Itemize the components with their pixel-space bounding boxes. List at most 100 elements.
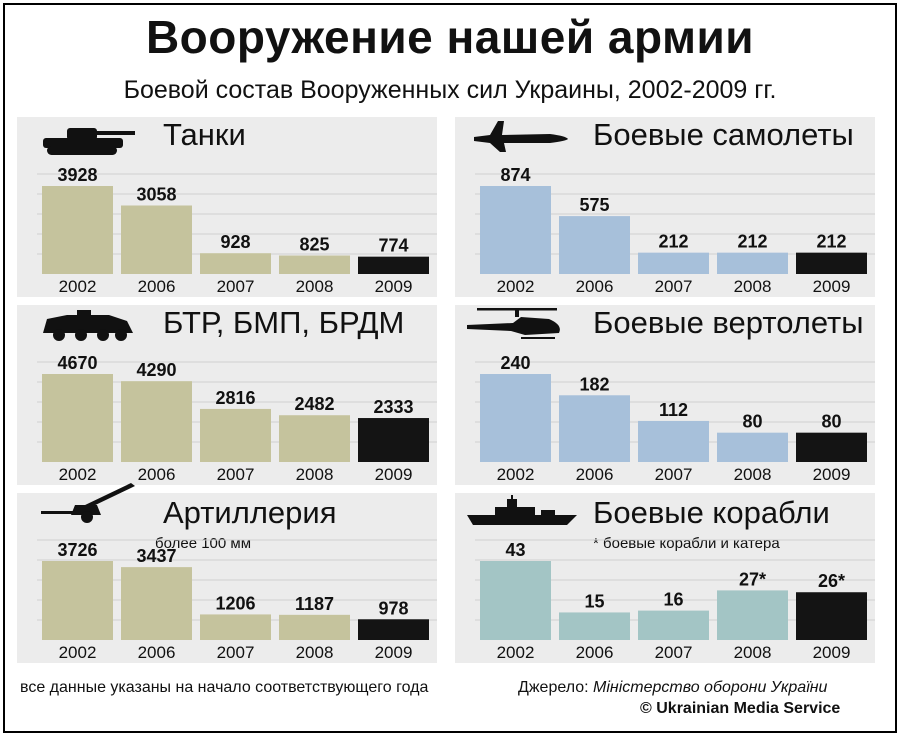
bar-2008 xyxy=(717,590,788,640)
panel-title: Артиллерия xyxy=(163,495,337,530)
bar-value-label: 27* xyxy=(739,569,766,589)
copyright: © Ukrainian Media Service xyxy=(640,700,841,717)
bar-2009 xyxy=(358,619,429,640)
bar-2008 xyxy=(279,255,350,274)
panel-tanks: Танки 3928 2002 3058 2006 928 2007 825 2008 774 2… xyxy=(17,117,437,297)
bar-2008 xyxy=(279,415,350,462)
x-tick-label: 2007 xyxy=(655,465,693,484)
bar-2006 xyxy=(121,567,192,640)
tank-icon xyxy=(43,128,135,155)
bar-value-label: 2482 xyxy=(294,394,334,414)
x-tick-label: 2002 xyxy=(59,277,97,296)
x-tick-label: 2009 xyxy=(375,465,413,484)
bar-2009 xyxy=(796,592,867,640)
x-tick-label: 2002 xyxy=(497,465,535,484)
bar-2009 xyxy=(358,256,429,274)
bar-2007 xyxy=(200,614,271,640)
bar-value-label: 16 xyxy=(663,590,683,610)
warship-icon xyxy=(467,495,577,525)
panel-helicopters: Боевые вертолеты 240 2002 182 2006 112 2007 80… xyxy=(455,305,875,485)
bar-chart: 3928 2002 3058 2006 928 2007 825 2008 774 2009 xyxy=(37,165,437,296)
panel-note: * боевые корабли и катера xyxy=(593,535,780,552)
bar-value-label: 874 xyxy=(500,165,530,185)
x-tick-label: 2006 xyxy=(576,277,614,296)
bar-value-label: 80 xyxy=(821,412,841,432)
bar-value-label: 80 xyxy=(742,412,762,432)
panel-title: Танки xyxy=(163,117,246,152)
x-tick-label: 2009 xyxy=(375,643,413,662)
panel-ships: Боевые корабли * боевые корабли и катера… xyxy=(455,493,875,663)
bar-2007 xyxy=(638,420,709,462)
x-tick-label: 2006 xyxy=(138,643,176,662)
source-credit: Джерело: Міністерство оборони України xyxy=(518,679,827,697)
bar-value-label: 26* xyxy=(818,571,845,591)
bar-2007 xyxy=(200,253,271,274)
x-tick-label: 2008 xyxy=(296,643,334,662)
bar-2007 xyxy=(200,408,271,462)
x-tick-label: 2007 xyxy=(217,465,255,484)
bar-value-label: 4670 xyxy=(57,353,97,373)
bar-value-label: 2816 xyxy=(215,388,255,408)
bar-2002 xyxy=(42,374,113,462)
x-tick-label: 2008 xyxy=(296,277,334,296)
bar-value-label: 212 xyxy=(737,232,767,252)
bar-value-label: 978 xyxy=(378,598,408,618)
bar-2009 xyxy=(796,432,867,462)
bar-value-label: 4290 xyxy=(136,360,176,380)
bar-2007 xyxy=(638,610,709,640)
x-tick-label: 2009 xyxy=(813,465,851,484)
bar-value-label: 43 xyxy=(505,540,525,560)
bar-2008 xyxy=(717,432,788,462)
panel-note: более 100 мм xyxy=(155,535,252,552)
bar-2007 xyxy=(638,252,709,274)
x-tick-label: 2006 xyxy=(576,465,614,484)
bar-2002 xyxy=(480,374,551,462)
bar-value-label: 1206 xyxy=(215,593,255,613)
bar-value-label: 825 xyxy=(299,235,329,255)
panel-title: БТР, БМП, БРДМ xyxy=(163,305,405,340)
fighter-jet-icon xyxy=(474,121,568,152)
bar-2002 xyxy=(42,561,113,640)
bar-value-label: 3928 xyxy=(57,165,97,185)
bar-2006 xyxy=(121,381,192,462)
bar-value-label: 15 xyxy=(584,591,604,611)
source-name: Міністерство оборони України xyxy=(593,679,828,696)
howitzer-icon xyxy=(41,483,135,523)
x-tick-label: 2008 xyxy=(734,277,772,296)
footnote: все данные указаны на начало соответству… xyxy=(20,679,429,696)
bar-value-label: 3437 xyxy=(136,546,176,566)
x-tick-label: 2002 xyxy=(497,643,535,662)
bar-value-label: 575 xyxy=(579,195,609,215)
bar-value-label: 182 xyxy=(579,374,609,394)
x-tick-label: 2009 xyxy=(813,643,851,662)
bar-2008 xyxy=(279,614,350,640)
bar-chart: 3726 2002 3437 2006 1206 2007 1187 2008 978 2009 xyxy=(37,539,437,662)
bar-chart: 874 2002 575 2006 212 2007 212 2008 212 2009 xyxy=(475,165,875,296)
bar-value-label: 240 xyxy=(500,353,530,373)
source-prefix: Джерело: xyxy=(518,679,594,696)
bar-value-label: 1187 xyxy=(295,594,334,614)
x-tick-label: 2002 xyxy=(497,277,535,296)
x-tick-label: 2008 xyxy=(734,643,772,662)
bar-2006 xyxy=(559,216,630,274)
x-tick-label: 2009 xyxy=(375,277,413,296)
panel-title: Боевые вертолеты xyxy=(593,305,864,340)
x-tick-label: 2009 xyxy=(813,277,851,296)
bar-2002 xyxy=(42,186,113,274)
x-tick-label: 2007 xyxy=(655,277,693,296)
bar-2009 xyxy=(358,418,429,462)
bar-2006 xyxy=(559,612,630,640)
bar-value-label: 112 xyxy=(659,400,688,420)
panel-title: Боевые самолеты xyxy=(593,117,854,152)
bar-value-label: 774 xyxy=(378,236,408,256)
bar-chart: 43 2002 15 2006 16 2007 27* 2008 26* 2009 xyxy=(475,539,875,662)
bar-value-label: 928 xyxy=(220,232,250,252)
bar-value-label: 212 xyxy=(658,232,688,252)
panel-apc: БТР, БМП, БРДМ 4670 2002 4290 2006 2816 2007 2… xyxy=(17,305,437,485)
bar-value-label: 3726 xyxy=(57,540,97,560)
x-tick-label: 2006 xyxy=(138,277,176,296)
helicopter-icon xyxy=(467,308,560,339)
bar-2009 xyxy=(796,252,867,274)
x-tick-label: 2008 xyxy=(296,465,334,484)
bar-2006 xyxy=(559,395,630,462)
